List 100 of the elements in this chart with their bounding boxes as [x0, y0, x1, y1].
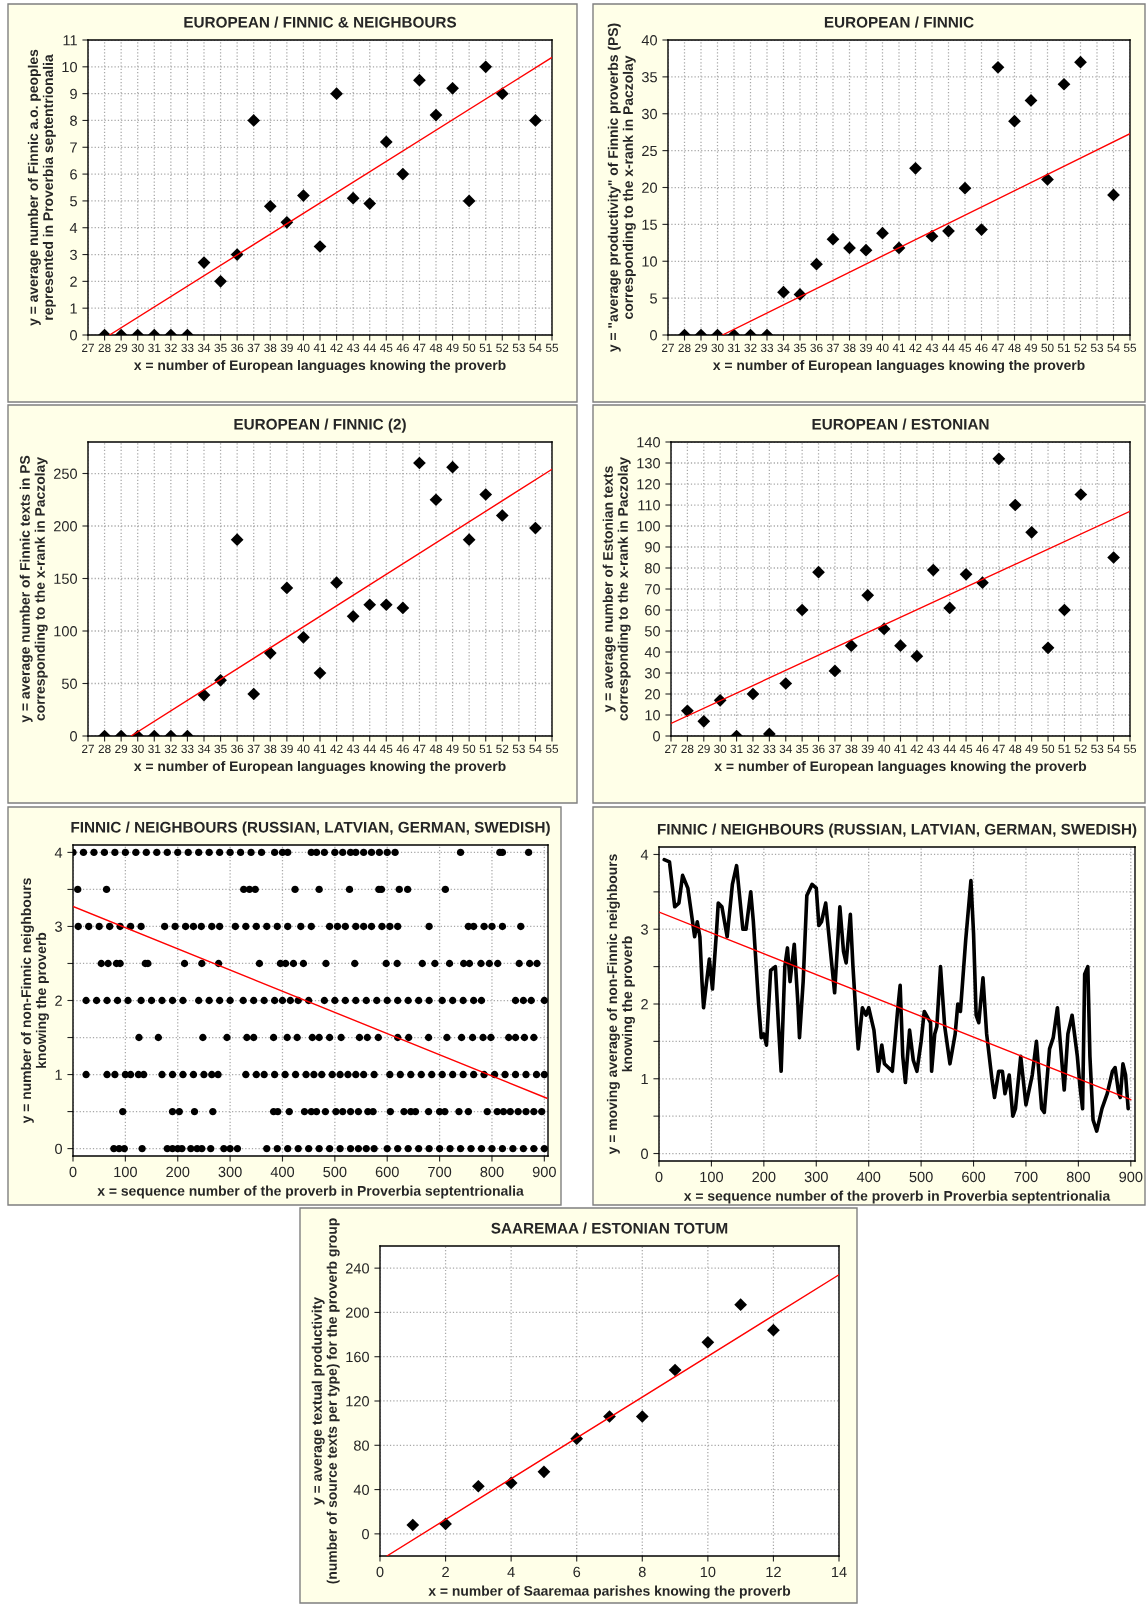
y-tick-label: 0: [650, 330, 658, 341]
y-tick-label: 0: [70, 330, 78, 341]
x-tick-label: 37: [826, 343, 839, 352]
y-tick-label: 200: [345, 1307, 370, 1318]
x-tick-label: 38: [264, 343, 277, 352]
y-tick-label: 10: [62, 61, 78, 73]
y-tick-label: 10: [642, 256, 658, 267]
x-tick-label: 52: [1074, 343, 1087, 352]
y-tick-label: 3: [641, 924, 648, 935]
y-tick-label: 80: [645, 563, 661, 574]
x-tick-label: 44: [942, 343, 955, 352]
x-tick-label: 900: [532, 1166, 556, 1178]
x-tick-label: 43: [346, 744, 360, 753]
x-tick-label: 38: [264, 744, 277, 753]
x-tick-label: 55: [1123, 343, 1137, 352]
x-tick-label: 38: [843, 343, 856, 352]
y-tick-label: 120: [637, 479, 661, 490]
x-tick-label: 51: [479, 744, 492, 753]
y-tick-label: 1: [55, 1069, 62, 1080]
x-tick-label: 53: [1091, 744, 1104, 753]
x-tick-label: 41: [894, 744, 907, 753]
x-tick-label: 40: [297, 343, 310, 352]
chart-title: FINNIC / NEIGHBOURS (RUSSIAN, LATVIAN, GERMAN, SWEDISH): [657, 823, 1137, 838]
y-tick-label: 0: [641, 1148, 649, 1159]
chart-title: EUROPEAN / FINNIC: [824, 16, 974, 28]
x-tick-label: 100: [700, 1171, 724, 1183]
x-tick-label: 41: [892, 343, 905, 352]
x-axis-title: x = number of European languages knowing the proverb: [133, 760, 506, 774]
x-axis-title: x = number of European languages knowing the proverb: [712, 359, 1085, 373]
x-axis-title: x = sequence number of the proverb in Proverbia septentrionalia: [683, 1190, 1111, 1204]
x-tick-label: 34: [779, 744, 792, 753]
y-tick-label: 100: [54, 626, 78, 637]
x-tick-label: 46: [975, 343, 988, 352]
x-tick-label: 14: [832, 1566, 847, 1577]
y-tick-label: 120: [346, 1396, 370, 1407]
x-axis-title: x = number of European languages knowing the proverb: [714, 760, 1087, 774]
y-tick-label: 7: [70, 142, 77, 153]
y-tick-label: 20: [645, 689, 661, 700]
x-axis-title: x = number of Saaremaa parishes knowing the proverb: [428, 1585, 791, 1599]
x-tick-label: 37: [247, 744, 260, 753]
x-tick-label: 32: [746, 744, 759, 753]
y-tick-label: 140: [637, 437, 661, 448]
x-tick-label: 54: [1107, 343, 1120, 352]
y-tick-label: 20: [642, 182, 658, 193]
chart-title: EUROPEAN / FINNIC (2): [234, 418, 406, 433]
y-tick-label: 25: [642, 145, 657, 157]
x-tick-label: 700: [1014, 1171, 1038, 1183]
y-tick-label: 5: [650, 293, 657, 304]
x-tick-label: 800: [1066, 1171, 1090, 1183]
x-tick-label: 48: [429, 744, 443, 753]
x-tick-label: 40: [876, 343, 889, 352]
x-tick-label: 31: [727, 343, 740, 352]
x-tick-label: 300: [804, 1171, 828, 1183]
x-tick-label: 900: [1119, 1171, 1143, 1183]
y-tick-label: 35: [641, 71, 657, 83]
x-tick-label: 45: [379, 744, 393, 753]
x-tick-label: 42: [910, 744, 923, 753]
x-tick-label: 53: [1090, 343, 1104, 352]
x-tick-label: 44: [943, 744, 956, 753]
x-tick-label: 49: [1025, 744, 1038, 753]
x-tick-label: 44: [363, 744, 376, 753]
x-tick-label: 49: [446, 744, 459, 753]
y-tick-label: 2: [55, 995, 62, 1006]
x-tick-label: 30: [131, 744, 144, 753]
y-tick-label: 4: [69, 222, 78, 234]
x-tick-label: 35: [796, 744, 809, 753]
x-tick-label: 31: [730, 744, 743, 753]
y-axis-title: y = average number of Estonian texts corresponding to the x-rank in Paczolay: [602, 457, 631, 721]
x-tick-label: 54: [529, 343, 542, 352]
y-tick-label: 4: [54, 847, 63, 858]
x-tick-label: 50: [1041, 744, 1055, 753]
y-tick-label: 50: [644, 626, 661, 637]
x-tick-label: 30: [711, 343, 724, 352]
x-tick-label: 54: [529, 744, 542, 753]
x-tick-label: 31: [148, 343, 161, 352]
x-tick-label: 50: [463, 343, 476, 352]
y-tick-label: 15: [642, 219, 657, 230]
y-tick-label: 2: [70, 276, 77, 287]
x-tick-label: 35: [793, 343, 807, 352]
y-tick-label: 3: [70, 249, 77, 260]
y-tick-label: 200: [53, 521, 78, 532]
x-tick-label: 31: [148, 744, 161, 753]
chart-title: EUROPEAN / FINNIC & NEIGHBOURS: [184, 16, 457, 28]
x-tick-label: 4: [507, 1566, 515, 1577]
y-tick-label: 60: [645, 605, 661, 616]
x-tick-label: 52: [496, 744, 509, 753]
x-tick-label: 27: [665, 744, 677, 753]
x-tick-label: 33: [181, 343, 194, 352]
x-tick-label: 49: [446, 343, 459, 352]
x-tick-label: 55: [545, 343, 559, 352]
y-axis-title: y = average number of Finnic texts in PS corresponding to the x-rank in Paczolay: [19, 455, 48, 723]
x-tick-label: 48: [1008, 343, 1021, 352]
y-tick-label: 100: [637, 521, 661, 532]
y-tick-label: 240: [345, 1263, 370, 1274]
x-tick-label: 200: [752, 1171, 776, 1183]
x-tick-label: 0: [376, 1566, 384, 1578]
x-tick-label: 36: [231, 744, 244, 753]
y-tick-label: 160: [346, 1351, 370, 1363]
x-tick-label: 43: [926, 744, 940, 753]
x-tick-label: 47: [992, 744, 1005, 753]
